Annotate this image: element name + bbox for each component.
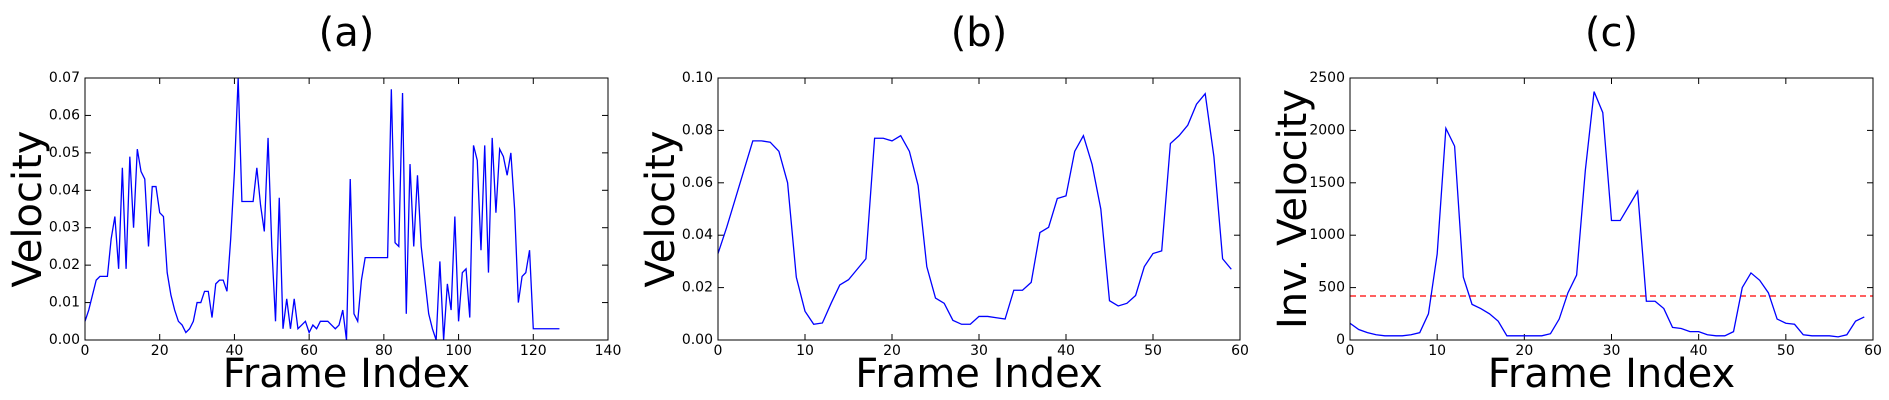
x-tick-label: 40 bbox=[1690, 343, 1708, 359]
x-tick-label: 0 bbox=[1346, 343, 1355, 359]
x-tick-label: 30 bbox=[1603, 343, 1621, 359]
x-tick-label: 50 bbox=[1777, 343, 1795, 359]
x-tick-label: 80 bbox=[375, 343, 393, 359]
x-tick-label: 100 bbox=[445, 343, 472, 359]
axes-frame bbox=[717, 77, 1241, 341]
x-tick-label: 40 bbox=[226, 343, 244, 359]
y-tick-label: 1500 bbox=[1309, 175, 1345, 191]
x-tick-label: 20 bbox=[151, 343, 169, 359]
y-tick-label: 0.05 bbox=[49, 145, 80, 161]
data-line bbox=[1349, 91, 1865, 338]
y-tick-label: 0.02 bbox=[682, 280, 713, 296]
y-tick-label: 2500 bbox=[1309, 70, 1345, 86]
y-tick-label: 0.10 bbox=[682, 70, 713, 86]
y-tick-label: 0.06 bbox=[49, 107, 80, 123]
panel-title: (c) bbox=[1585, 10, 1638, 56]
x-tick-label: 60 bbox=[1864, 343, 1882, 359]
x-tick-label: 120 bbox=[520, 343, 547, 359]
x-tick-label: 50 bbox=[1144, 343, 1162, 359]
panel-title: (b) bbox=[951, 10, 1008, 56]
y-axis-label: Velocity bbox=[638, 131, 684, 288]
y-axis-label: Inv. Velocity bbox=[1270, 89, 1316, 329]
x-tick-label: 140 bbox=[595, 343, 622, 359]
x-axis-label: Frame Index bbox=[223, 351, 470, 397]
x-tick-label: 30 bbox=[970, 343, 988, 359]
data-line bbox=[717, 92, 1232, 325]
y-tick-label: 2000 bbox=[1309, 122, 1345, 138]
y-tick-label: 0.04 bbox=[49, 182, 80, 198]
y-tick-label: 0.00 bbox=[49, 332, 80, 348]
x-tick-label: 10 bbox=[1428, 343, 1446, 359]
x-tick-label: 0 bbox=[81, 343, 90, 359]
x-tick-label: 0 bbox=[714, 343, 723, 359]
y-tick-label: 0.01 bbox=[49, 295, 80, 311]
y-tick-label: 0.06 bbox=[682, 175, 713, 191]
y-tick-label: 0.03 bbox=[49, 220, 80, 236]
x-tick-label: 20 bbox=[883, 343, 901, 359]
y-tick-label: 0.00 bbox=[682, 332, 713, 348]
x-tick-label: 20 bbox=[1515, 343, 1533, 359]
panel-title: (a) bbox=[319, 10, 375, 56]
axes-frame bbox=[1349, 77, 1874, 341]
x-tick-label: 10 bbox=[796, 343, 814, 359]
x-tick-label: 40 bbox=[1057, 343, 1075, 359]
y-tick-label: 0 bbox=[1336, 332, 1345, 348]
y-tick-label: 0.08 bbox=[682, 122, 713, 138]
x-axis-label: Frame Index bbox=[855, 351, 1102, 397]
axes-frame bbox=[84, 77, 609, 341]
y-tick-label: 0.02 bbox=[49, 257, 80, 273]
data-line bbox=[84, 77, 560, 341]
x-tick-label: 60 bbox=[1231, 343, 1249, 359]
y-tick-label: 0.04 bbox=[682, 227, 713, 243]
y-tick-label: 0.07 bbox=[49, 70, 80, 86]
y-axis-label: Velocity bbox=[5, 131, 51, 288]
y-tick-label: 500 bbox=[1318, 280, 1345, 296]
x-tick-label: 60 bbox=[300, 343, 318, 359]
x-axis-label: Frame Index bbox=[1488, 351, 1735, 397]
y-tick-label: 1000 bbox=[1309, 227, 1345, 243]
